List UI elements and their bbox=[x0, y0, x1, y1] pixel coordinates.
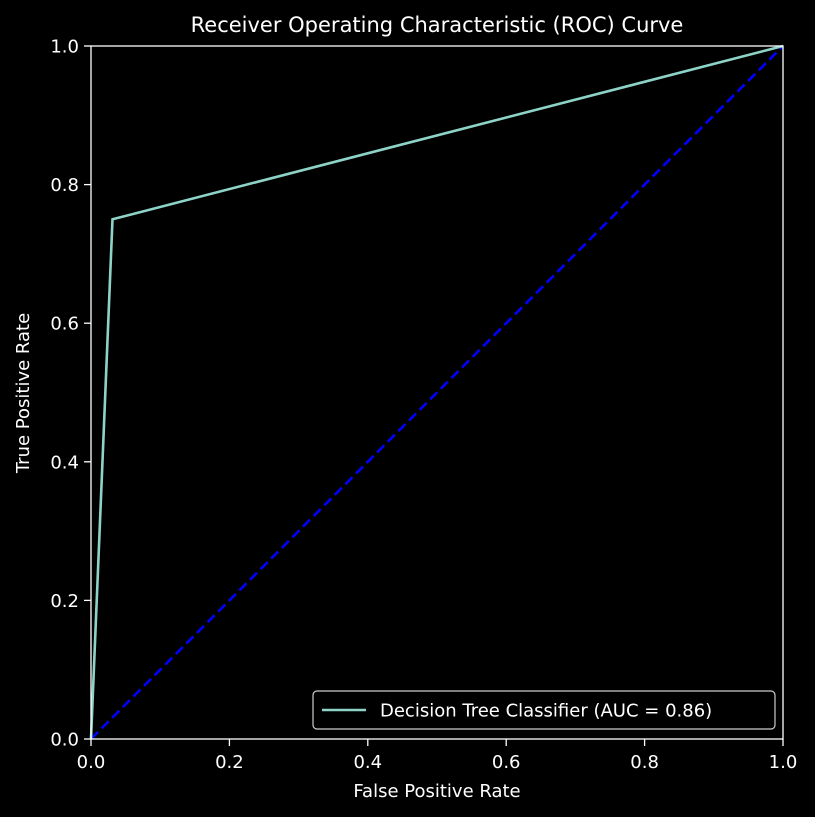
legend-label: Decision Tree Classifier (AUC = 0.86) bbox=[380, 701, 712, 722]
x-tick-label: 0.2 bbox=[215, 752, 244, 773]
plot-frame bbox=[90, 45, 784, 740]
x-tick-label: 0.4 bbox=[353, 752, 382, 773]
x-tick-label: 0.8 bbox=[630, 752, 659, 773]
y-tick-label: 1.0 bbox=[50, 37, 79, 58]
y-tick-label: 0.4 bbox=[50, 452, 79, 473]
y-tick-label: 0.2 bbox=[50, 591, 79, 612]
y-axis-label: True Positive Rate bbox=[13, 313, 34, 474]
legend: Decision Tree Classifier (AUC = 0.86) bbox=[312, 690, 776, 730]
x-tick-label: 0.6 bbox=[492, 752, 521, 773]
legend-box bbox=[312, 690, 776, 730]
chart-title: Receiver Operating Characteristic (ROC) … bbox=[191, 13, 684, 37]
x-tick-label: 0.0 bbox=[77, 752, 106, 773]
y-tick-label: 0.6 bbox=[50, 314, 79, 335]
y-tick-label: 0.0 bbox=[50, 730, 79, 751]
roc-curve-line bbox=[89, 44, 784, 740]
x-axis-label: False Positive Rate bbox=[353, 781, 520, 802]
x-tick-label: 1.0 bbox=[769, 752, 798, 773]
y-tick-label: 0.8 bbox=[50, 175, 79, 196]
chance-diagonal-line bbox=[90, 45, 784, 740]
